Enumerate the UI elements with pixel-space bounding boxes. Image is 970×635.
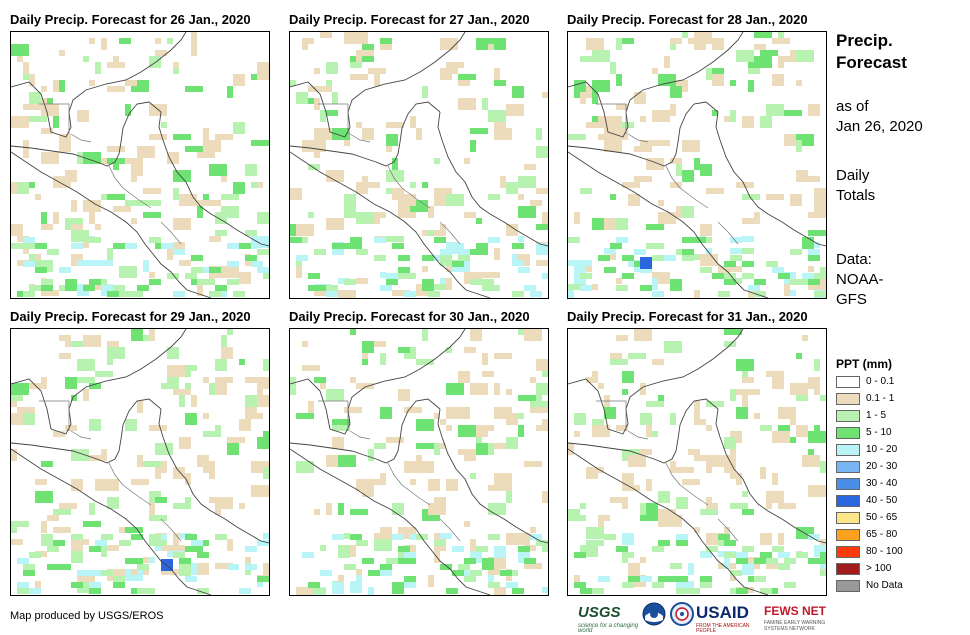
as-of-label: as of — [836, 98, 869, 115]
country-borders — [596, 103, 739, 245]
usaid-logo: USAID FROM THE AMERICAN PEOPLE — [696, 602, 760, 634]
fews-net-wordmark: FEWS NET — [764, 604, 826, 618]
legend-label: 0.1 - 1 — [866, 393, 895, 404]
panel-title-6: Daily Precip. Forecast for 31 Jan., 2020 — [567, 309, 808, 324]
legend-swatch — [836, 393, 860, 405]
legend-swatch — [836, 461, 860, 473]
sidebar-title: Precip. Forecast — [836, 30, 907, 74]
country-borders — [39, 400, 182, 542]
daily-line1: Daily — [836, 167, 870, 184]
panel-title-1: Daily Precip. Forecast for 26 Jan., 2020 — [10, 12, 251, 27]
sidebar-title-line2: Forecast — [836, 53, 907, 72]
usaid-tagline: FROM THE AMERICAN PEOPLE — [696, 623, 750, 634]
legend-swatch — [836, 376, 860, 388]
data-source-line1: Data: — [836, 251, 872, 268]
country-borders — [596, 400, 739, 542]
legend-label: No Data — [866, 580, 903, 591]
coastline — [11, 32, 269, 298]
legend-swatch — [836, 529, 860, 541]
country-borders — [318, 400, 461, 542]
legend-swatch — [836, 512, 860, 524]
sidebar-title-line1: Precip. — [836, 31, 893, 50]
map-panel-jan-29 — [10, 328, 270, 596]
coastline — [11, 329, 269, 595]
coastline — [290, 329, 548, 595]
precip-field — [568, 329, 826, 594]
coastline — [568, 32, 826, 298]
map-panel-jan-31 — [567, 328, 827, 596]
coastline — [568, 329, 826, 595]
legend-swatch — [836, 546, 860, 558]
legend-label: > 100 — [866, 563, 892, 574]
fews-net-tagline: FAMINE EARLY WARNING SYSTEMS NETWORK — [764, 620, 826, 632]
legend-label: 0 - 0.1 — [866, 376, 895, 387]
as-of-date: as of Jan 26, 2020 — [836, 97, 923, 137]
data-source-line2: NOAA- — [836, 271, 884, 288]
daily-totals-label: Daily Totals — [836, 166, 875, 206]
legend-label: 50 - 65 — [866, 512, 898, 523]
data-source-line3: GFS — [836, 291, 867, 308]
usgs-tagline: science for a changing world — [578, 623, 639, 634]
noaa-logo — [642, 602, 666, 630]
legend-swatch — [836, 444, 860, 456]
coastline — [290, 32, 548, 298]
precip-field — [290, 329, 548, 595]
data-source: Data: NOAA- GFS — [836, 250, 884, 310]
panel-title-2: Daily Precip. Forecast for 27 Jan., 2020 — [289, 12, 530, 27]
usgs-logo: USGS science for a changing world — [578, 602, 642, 634]
legend-label: 80 - 100 — [866, 546, 903, 557]
legend-label: 65 - 80 — [866, 529, 898, 540]
usgs-wordmark: USGS — [578, 604, 621, 621]
legend-swatch — [836, 478, 860, 490]
legend-title: PPT (mm) — [836, 357, 893, 371]
legend-swatch — [836, 580, 860, 592]
nws-logo — [670, 602, 694, 630]
legend-label: 5 - 10 — [866, 427, 892, 438]
panel-title-4: Daily Precip. Forecast for 29 Jan., 2020 — [10, 309, 251, 324]
legend-label: 30 - 40 — [866, 478, 898, 489]
precip-field — [11, 32, 269, 297]
legend-label: 10 - 20 — [866, 444, 898, 455]
precip-field — [568, 32, 826, 298]
panel-title-5: Daily Precip. Forecast for 30 Jan., 2020 — [289, 309, 530, 324]
legend-label: 40 - 50 — [866, 495, 898, 506]
legend-label: 1 - 5 — [866, 410, 887, 421]
map-panel-jan-28 — [567, 31, 827, 299]
daily-line2: Totals — [836, 187, 876, 204]
precip-field — [290, 32, 548, 298]
precip-field — [11, 329, 269, 594]
legend-swatch — [836, 495, 860, 507]
logo-strip: USGS science for a changing world USAID … — [578, 602, 828, 634]
usaid-wordmark: USAID — [696, 603, 749, 622]
legend-swatch — [836, 563, 860, 575]
footer-credit: Map produced by USGS/EROS — [10, 610, 164, 622]
legend-label: 20 - 30 — [866, 461, 898, 472]
as-of-value: Jan 26, 2020 — [836, 118, 923, 135]
fews-net-logo: FEWS NET FAMINE EARLY WARNING SYSTEMS NE… — [764, 602, 828, 632]
legend-swatch — [836, 427, 860, 439]
map-panel-jan-27 — [289, 31, 549, 299]
country-borders — [318, 103, 461, 245]
panel-title-3: Daily Precip. Forecast for 28 Jan., 2020 — [567, 12, 808, 27]
country-borders — [39, 103, 182, 245]
map-panel-jan-30 — [289, 328, 549, 596]
map-panel-jan-26 — [10, 31, 270, 299]
legend-swatch — [836, 410, 860, 422]
